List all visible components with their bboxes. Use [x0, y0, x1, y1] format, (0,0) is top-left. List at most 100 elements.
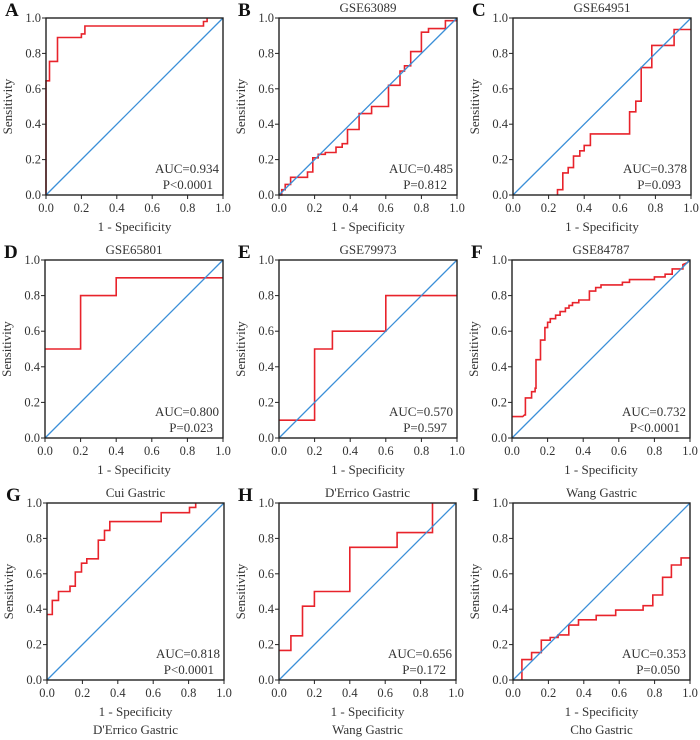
panel-f-roc-curve [512, 259, 691, 418]
panel-e-x-tick-label: 1.0 [449, 444, 465, 458]
panel-c-plot-frame [512, 17, 692, 196]
panel-c-y-tick-label: 0.8 [492, 46, 508, 60]
panel-b-y-tick-label: 1.0 [258, 11, 274, 25]
panel-i-reference-line [512, 502, 691, 681]
panel-b-pvalue-label: P=0.812 [403, 177, 447, 192]
panel-f-y-tick-label: 0.2 [491, 395, 507, 409]
panel-g-auc-label: AUC=0.818 [156, 646, 220, 661]
panel-g-roc-curve [47, 503, 197, 616]
panel-i-letter: I [472, 485, 479, 506]
panel-a-plot-frame [45, 17, 224, 196]
panel-h-y-tick-label: 0.6 [258, 567, 274, 581]
panel-h-dataset-caption: D'Errico Gastric [325, 485, 410, 500]
panel-i-x-tick-label: 0.8 [647, 686, 663, 700]
panel-g-x-tick-label: 0.8 [181, 686, 197, 700]
panel-i-y-tick-label: 0.6 [492, 567, 508, 581]
panel-g-y-tick-label: 0.2 [26, 638, 42, 652]
panel-h-roc-curve [279, 503, 434, 652]
panel-i-x-tick-label: 0.0 [505, 686, 521, 700]
panel-a-y-tick-label: 0.6 [25, 82, 41, 96]
panel-e-x-axis-title: 1 - Specificity [331, 462, 405, 477]
panel-a-auc-label: AUC=0.934 [155, 161, 220, 176]
panel-g-x-tick-label: 0.0 [39, 686, 55, 700]
panel-d-reference-line [44, 259, 224, 439]
panel-c-x-tick-label: 0.2 [541, 201, 557, 215]
panel-h-y-tick-label: 0.2 [258, 638, 274, 652]
panel-c-pvalue-label: P=0.093 [637, 177, 681, 192]
panel-f-y-tick-label: 0.0 [491, 431, 507, 445]
panel-b-y-tick-label: 0.4 [258, 117, 274, 131]
panel-g-letter: G [6, 485, 21, 506]
panel-b-roc-curve [279, 19, 457, 196]
panel-g-y-tick-label: 1.0 [26, 496, 42, 510]
panel-g-dataset-caption: Cui Gastric [106, 485, 166, 500]
panel-c-y-tick-label: 0.2 [492, 153, 508, 167]
panel-h-plot-frame [278, 502, 457, 681]
panel-f-y-tick-label: 0.8 [491, 289, 507, 303]
panel-d-y-tick-label: 0.0 [24, 431, 40, 445]
panel-a-y-tick-label: 0.0 [25, 188, 41, 202]
panel-h-x-tick-label: 0.4 [342, 686, 358, 700]
panel-g-x-axis-title: 1 - Specificity [99, 704, 173, 719]
panel-b-plot-frame [278, 17, 458, 196]
panel-a-x-axis-title: 1 - Specificity [98, 219, 172, 234]
panel-c-x-axis-title: 1 - Specificity [565, 219, 639, 234]
panel-g-x-tick-label: 0.4 [110, 686, 126, 700]
panel-e-y-tick-label: 1.0 [258, 253, 274, 267]
panel-g-y-tick-label: 0.8 [26, 531, 42, 545]
panel-e-y-tick-label: 0.2 [258, 395, 274, 409]
panel-h-letter: H [238, 485, 253, 506]
bottom-dataset-caption: D'Errico Gastric [93, 722, 178, 737]
panel-a-y-tick-label: 0.2 [25, 153, 41, 167]
panel-f-dataset-caption: GSE84787 [572, 242, 630, 257]
panel-a-x-tick-label: 0.0 [38, 201, 54, 215]
panel-h-x-tick-label: 0.8 [413, 686, 429, 700]
panel-c-auc-label: AUC=0.378 [623, 161, 687, 176]
panel-e-plot-frame [278, 259, 458, 439]
panel-e-y-tick-label: 0.4 [258, 360, 274, 374]
panel-i-x-tick-label: 0.4 [576, 686, 592, 700]
panel-d-plot-frame [44, 259, 224, 439]
panel-b-x-tick-label: 0.8 [414, 201, 430, 215]
panel-g-reference-line [46, 502, 225, 681]
panel-h-y-tick-label: 0.8 [258, 531, 274, 545]
panel-f-y-tick-label: 1.0 [491, 253, 507, 267]
panel-i-roc-curve [521, 557, 690, 680]
panel-i-dataset-caption: Wang Gastric [566, 485, 637, 500]
panel-b-x-axis-title: 1 - Specificity [331, 219, 405, 234]
panel-e-reference-line [278, 259, 458, 439]
panel-d-auc-label: AUC=0.800 [155, 404, 219, 419]
panel-a-y-tick-label: 0.4 [25, 117, 41, 131]
panel-c-x-tick-label: 0.8 [648, 201, 664, 215]
panel-d-x-tick-label: 1.0 [215, 444, 231, 458]
panel-f-reference-line [511, 259, 691, 439]
panel-b-y-tick-label: 0.8 [258, 46, 274, 60]
panel-f-letter: F [471, 242, 483, 263]
panel-h-y-axis-title: Sensitivity [233, 563, 248, 619]
panel-h-y-tick-label: 0.4 [258, 602, 274, 616]
panel-a-y-tick-label: 0.8 [25, 46, 41, 60]
panel-h-pvalue-label: P=0.172 [402, 662, 446, 677]
panel-i-y-tick-label: 0.2 [492, 638, 508, 652]
panel-f-y-tick-label: 0.6 [491, 324, 507, 338]
panel-e-x-tick-label: 0.2 [307, 444, 323, 458]
panel-g-x-tick-label: 0.6 [145, 686, 161, 700]
panel-a-roc-curve [45, 18, 208, 195]
panel-d-dataset-caption: GSE65801 [105, 242, 162, 257]
panel-e-auc-label: AUC=0.570 [389, 404, 453, 419]
panel-h-x-tick-label: 1.0 [448, 686, 464, 700]
panel-b-y-axis-title: Sensitivity [233, 78, 248, 134]
panel-c-y-tick-label: 1.0 [492, 11, 508, 25]
panel-e-x-tick-label: 0.6 [378, 444, 394, 458]
panel-b-y-tick-label: 0.2 [258, 153, 274, 167]
panel-a-y-tick-label: 1.0 [25, 11, 41, 25]
panel-i-x-tick-label: 0.2 [541, 686, 557, 700]
panel-a-letter: A [5, 0, 19, 21]
panel-b-x-tick-label: 1.0 [449, 201, 465, 215]
panel-a-y-axis-title: Sensitivity [0, 78, 15, 134]
panel-b-x-tick-label: 0.0 [271, 201, 287, 215]
panel-i-y-tick-label: 1.0 [492, 496, 508, 510]
panel-a-x-tick-label: 0.2 [74, 201, 90, 215]
panel-b-x-tick-label: 0.6 [378, 201, 394, 215]
panel-e-dataset-caption: GSE79973 [339, 242, 396, 257]
